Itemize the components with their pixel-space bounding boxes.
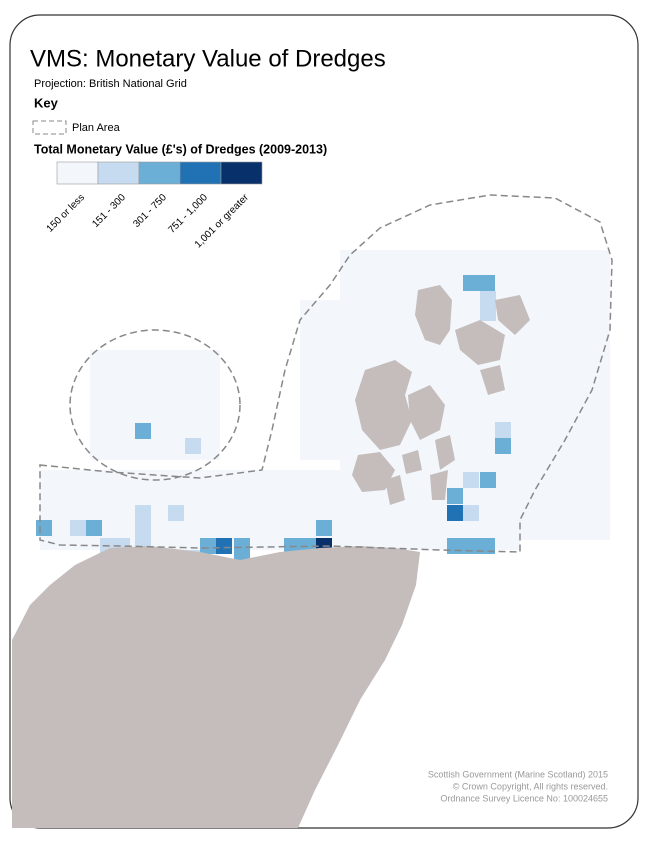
grid-cell (316, 520, 332, 536)
grid-cell (495, 422, 511, 438)
grid-cell (185, 438, 201, 454)
legend-swatch (179, 161, 222, 185)
legend-swatch (138, 161, 181, 185)
footer: Scottish Government (Marine Scotland) 20… (428, 769, 608, 779)
grid-cell (36, 520, 52, 536)
title: VMS: Monetary Value of Dredges (30, 45, 386, 72)
mainland (12, 546, 420, 828)
grid-cell (135, 423, 151, 439)
grid-cell (216, 538, 232, 554)
grid-cell (463, 275, 495, 291)
grid-cell (495, 438, 511, 454)
projection: Projection: British National Grid (34, 78, 187, 90)
grid-cell (168, 505, 184, 521)
islands (352, 285, 530, 505)
legend-swatch (220, 161, 263, 185)
grid-cell (86, 520, 102, 536)
legend-swatch (56, 161, 99, 185)
grid-cell (463, 505, 479, 521)
grid-cell (70, 520, 86, 536)
grid-cell (480, 291, 496, 321)
plan-area-label: Plan Area (72, 122, 121, 134)
key-heading: Key (34, 95, 59, 110)
legend-swatch (97, 161, 140, 185)
plan-area-boundary (39, 194, 613, 553)
footer: Ordnance Survey Licence No: 100024655 (440, 793, 608, 803)
grid-cell (447, 505, 463, 521)
plan-area-swatch (32, 120, 67, 135)
footer: © Crown Copyright, All rights reserved. (453, 781, 608, 791)
grid-cell (447, 488, 463, 504)
grid-cell (200, 538, 216, 554)
grid-cell (463, 472, 479, 488)
grid-cell (480, 472, 496, 488)
legend-title: Total Monetary Value (£'s) of Dredges (2… (34, 142, 327, 156)
